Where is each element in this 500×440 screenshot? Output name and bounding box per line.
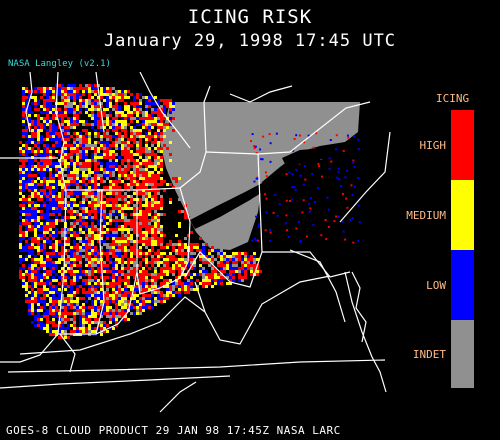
state-boundaries <box>0 72 391 413</box>
legend-swatch-low <box>451 250 474 320</box>
lake-ontario <box>282 148 332 166</box>
legend-label-high: HIGH <box>419 139 447 152</box>
map-timestamp: January 29, 1998 17:45 UTC <box>103 31 397 51</box>
map-title: ICING RISK <box>187 6 313 28</box>
legend-swatch-indet <box>451 320 474 388</box>
icing-risk-map <box>0 72 391 413</box>
product-footer: GOES-8 CLOUD PRODUCT 29 JAN 98 17:45Z NA… <box>6 424 341 437</box>
legend-label-low: LOW <box>426 279 446 292</box>
legend-label-indet: INDET <box>412 348 446 361</box>
legend-label-medium: MEDIUM <box>406 209 446 222</box>
credit-label: NASA Langley (v2.1) <box>8 59 111 69</box>
lake-erie <box>190 180 275 229</box>
legend-swatch-high <box>451 110 474 180</box>
legend-title: ICING <box>436 92 470 105</box>
legend-swatch-medium <box>451 180 474 250</box>
